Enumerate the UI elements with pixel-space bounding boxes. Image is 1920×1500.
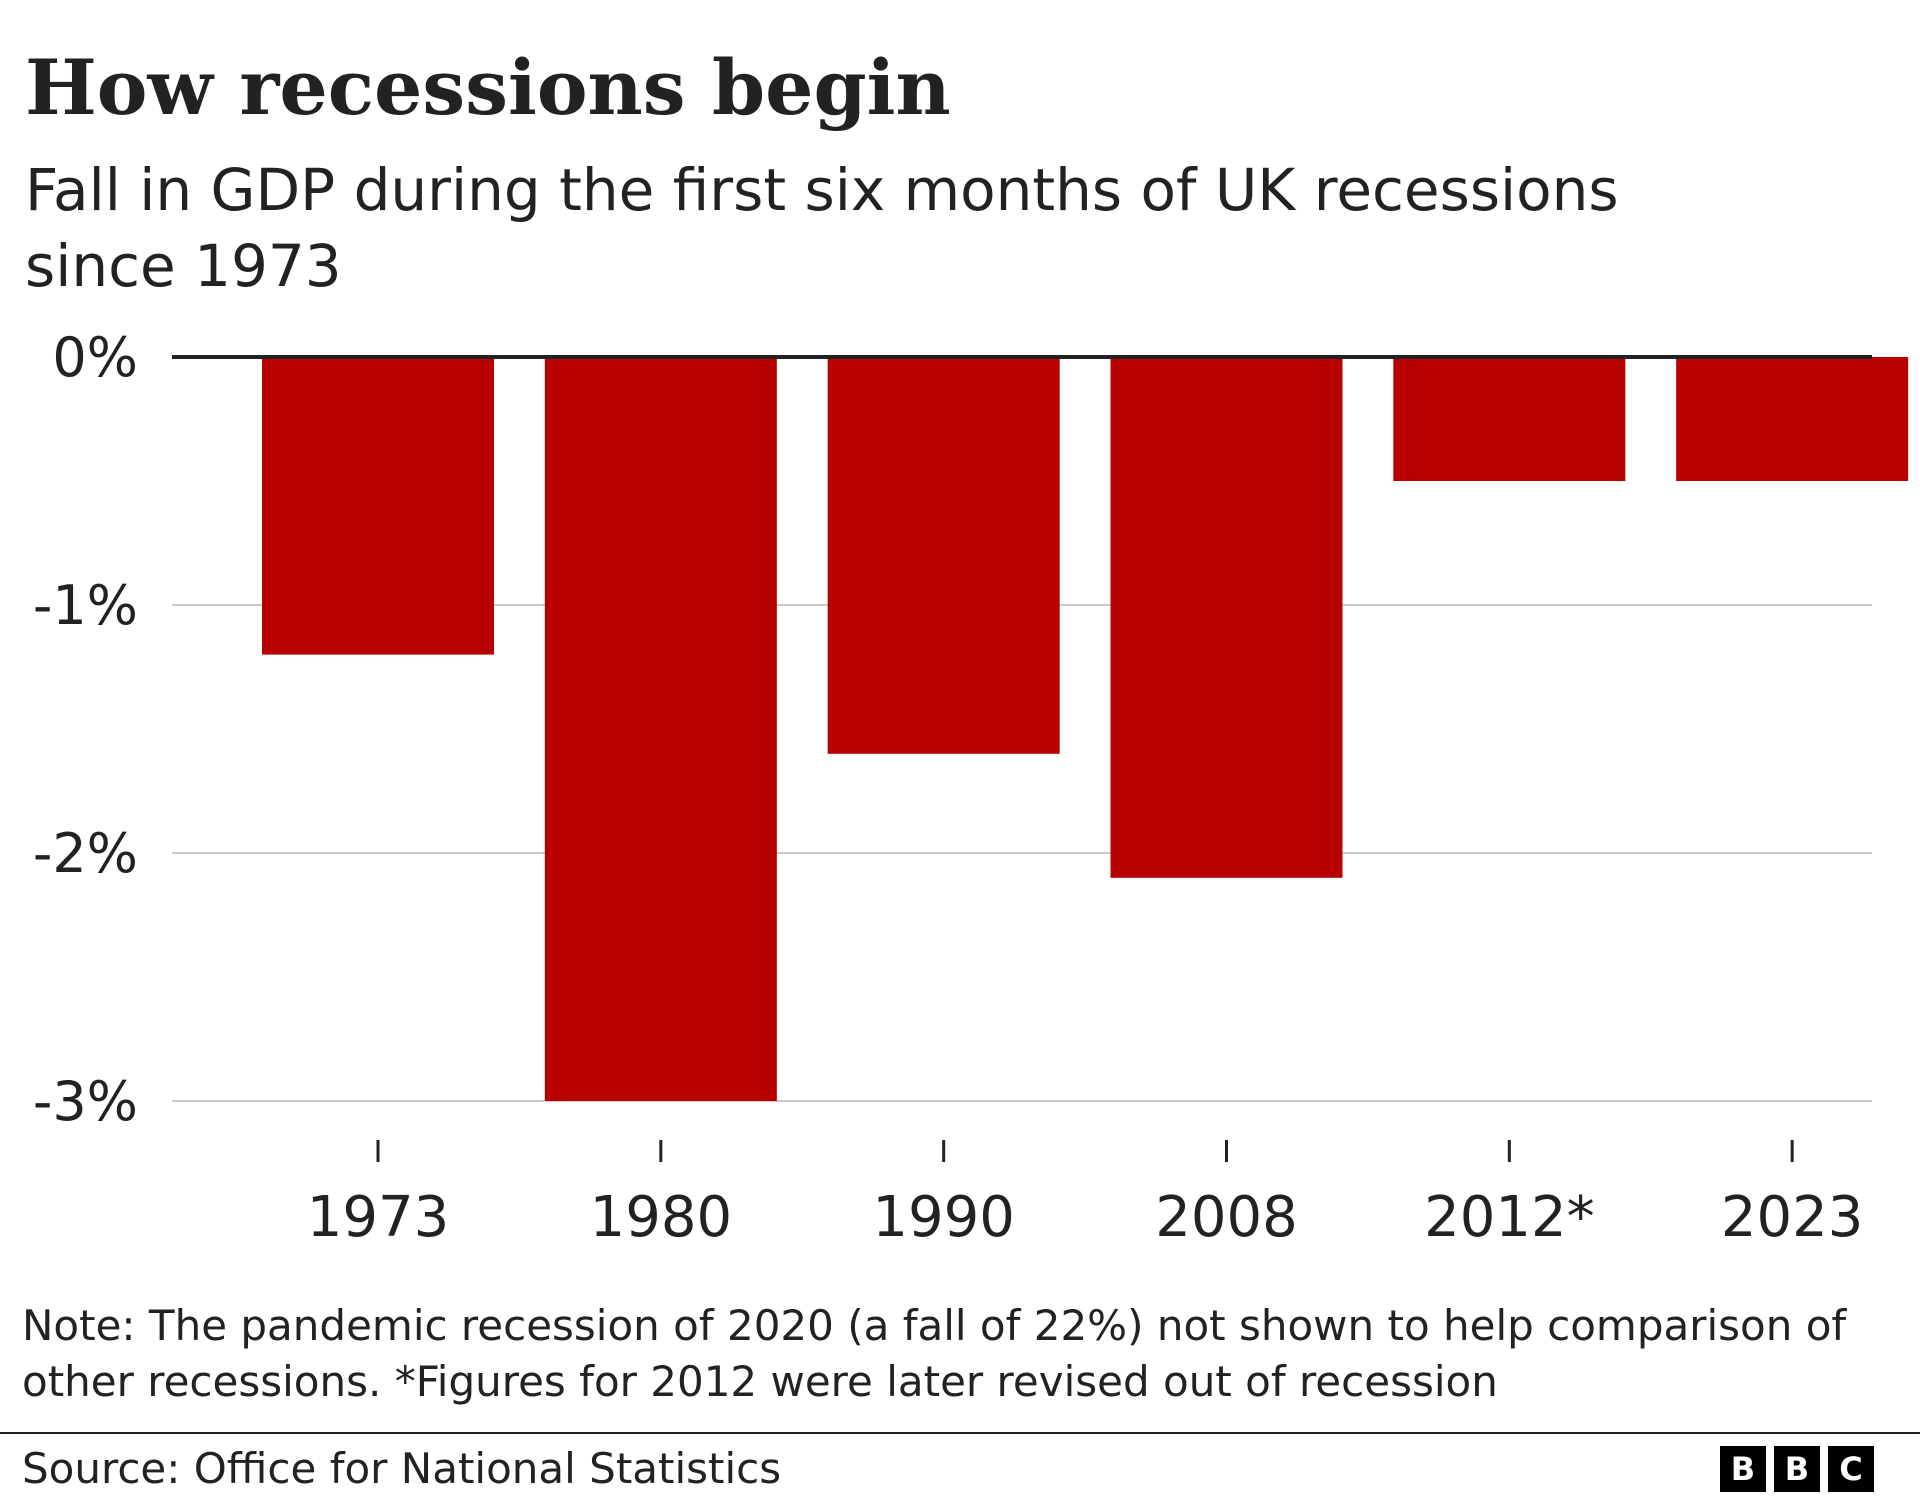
x-tick-label: 2023 [1721, 1185, 1864, 1250]
x-tick-label: 2008 [1155, 1185, 1298, 1250]
x-tick-label: 1990 [872, 1185, 1015, 1250]
x-tick-label: 1973 [307, 1185, 450, 1250]
bar [544, 357, 777, 1101]
bar [1393, 357, 1626, 481]
y-tick-label: 0% [52, 326, 138, 389]
bar [1110, 357, 1343, 878]
footnote: Note: The pandemic recession of 2020 (a … [22, 1301, 1847, 1406]
chart-title: How recessions begin [25, 43, 951, 132]
y-axis-tick-labels: 0% -1% -2% -3% [33, 326, 138, 1133]
y-tick-label: -2% [33, 822, 138, 885]
y-tick-label: -3% [33, 1070, 138, 1133]
x-axis: 1973 1980 1990 2008 2012* 2023 [307, 1140, 1864, 1250]
y-tick-label: -1% [33, 574, 138, 637]
source-credit: Source: Office for National Statistics [22, 1444, 782, 1493]
x-tick-label: 1980 [590, 1185, 733, 1250]
x-tick-label: 2012* [1424, 1185, 1595, 1250]
bars [262, 357, 1909, 1101]
logo-letter: B [1720, 1446, 1766, 1492]
bbc-logo: B B C [1720, 1446, 1874, 1492]
footer-divider [0, 1432, 1920, 1434]
chart-subtitle: Fall in GDP during the first six months … [25, 156, 1619, 300]
bar [1676, 357, 1909, 481]
bar [262, 357, 494, 655]
logo-letter: C [1828, 1446, 1874, 1492]
bar [827, 357, 1060, 754]
logo-letter: B [1774, 1446, 1820, 1492]
